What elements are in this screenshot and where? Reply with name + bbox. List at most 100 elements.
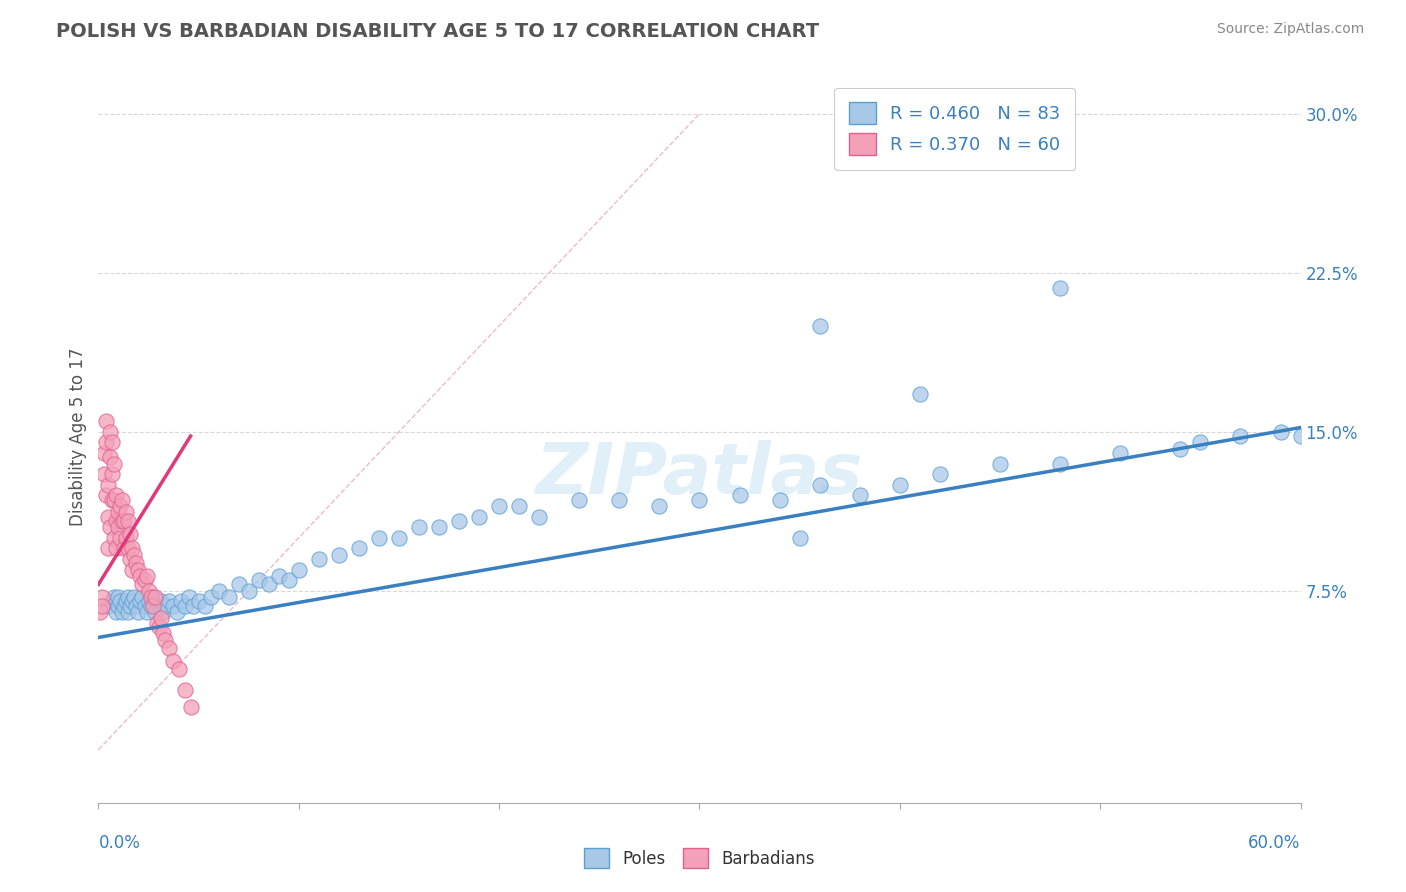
Text: POLISH VS BARBADIAN DISABILITY AGE 5 TO 17 CORRELATION CHART: POLISH VS BARBADIAN DISABILITY AGE 5 TO … xyxy=(56,22,820,41)
Point xyxy=(187,594,209,608)
Point xyxy=(128,563,150,577)
Point xyxy=(648,499,671,513)
Point xyxy=(97,477,120,491)
Point xyxy=(129,569,152,583)
Point xyxy=(529,509,551,524)
Point xyxy=(124,590,146,604)
Point xyxy=(568,492,591,507)
Point xyxy=(100,450,122,465)
Point xyxy=(347,541,370,556)
Point xyxy=(111,514,134,528)
Point xyxy=(149,594,172,608)
Point xyxy=(129,594,152,608)
Point xyxy=(173,683,195,698)
Point xyxy=(849,488,872,502)
Point xyxy=(89,605,111,619)
Point xyxy=(728,488,751,502)
Point xyxy=(267,569,290,583)
Point xyxy=(181,599,204,613)
Point xyxy=(128,605,150,619)
Point xyxy=(107,590,129,604)
Point xyxy=(166,605,188,619)
Point xyxy=(194,599,217,613)
Point xyxy=(103,531,125,545)
Point xyxy=(110,499,132,513)
Point xyxy=(488,499,510,513)
Point xyxy=(97,599,120,613)
Point xyxy=(889,477,911,491)
Point xyxy=(141,599,163,613)
Point xyxy=(277,573,299,587)
Point xyxy=(288,563,311,577)
Point xyxy=(1189,435,1212,450)
Point xyxy=(117,541,139,556)
Point xyxy=(149,611,172,625)
Point xyxy=(1229,429,1251,443)
Point xyxy=(107,599,129,613)
Point xyxy=(808,318,831,333)
Point xyxy=(157,594,180,608)
Point xyxy=(152,626,174,640)
Point xyxy=(145,615,167,630)
Point xyxy=(1170,442,1192,456)
Point xyxy=(308,552,330,566)
Point xyxy=(1049,280,1071,294)
Point xyxy=(808,477,831,491)
Point xyxy=(111,605,134,619)
Point xyxy=(908,386,931,401)
Point xyxy=(117,590,139,604)
Point xyxy=(103,492,125,507)
Point xyxy=(173,599,195,613)
Point xyxy=(238,583,260,598)
Point xyxy=(114,599,136,613)
Point xyxy=(114,514,136,528)
Point xyxy=(789,531,811,545)
Point xyxy=(447,514,470,528)
Point xyxy=(145,594,167,608)
Point xyxy=(117,605,139,619)
Point xyxy=(247,573,270,587)
Point xyxy=(468,509,491,524)
Point xyxy=(91,599,114,613)
Point xyxy=(138,594,160,608)
Point xyxy=(200,590,222,604)
Point xyxy=(120,552,142,566)
Point xyxy=(105,541,128,556)
Point xyxy=(93,446,115,460)
Point xyxy=(134,573,156,587)
Point xyxy=(148,620,170,634)
Point xyxy=(134,599,156,613)
Point xyxy=(257,577,280,591)
Point xyxy=(101,435,124,450)
Point xyxy=(162,599,184,613)
Point xyxy=(1109,446,1132,460)
Point xyxy=(110,531,132,545)
Point xyxy=(105,514,128,528)
Point xyxy=(125,556,148,570)
Point xyxy=(328,548,350,562)
Point xyxy=(131,590,153,604)
Legend: Poles, Barbadians: Poles, Barbadians xyxy=(578,841,821,875)
Point xyxy=(115,505,138,519)
Point xyxy=(408,520,430,534)
Point xyxy=(148,599,170,613)
Point xyxy=(177,590,200,604)
Point xyxy=(689,492,711,507)
Point xyxy=(107,520,129,534)
Point xyxy=(427,520,450,534)
Point xyxy=(153,632,176,647)
Point xyxy=(115,531,138,545)
Point xyxy=(117,514,139,528)
Point xyxy=(180,700,202,714)
Point xyxy=(100,425,122,439)
Point xyxy=(121,594,143,608)
Point xyxy=(101,467,124,482)
Point xyxy=(111,492,134,507)
Point xyxy=(157,640,180,655)
Point xyxy=(609,492,631,507)
Point xyxy=(120,599,142,613)
Point xyxy=(131,577,153,591)
Point xyxy=(121,563,143,577)
Point xyxy=(114,541,136,556)
Point xyxy=(152,605,174,619)
